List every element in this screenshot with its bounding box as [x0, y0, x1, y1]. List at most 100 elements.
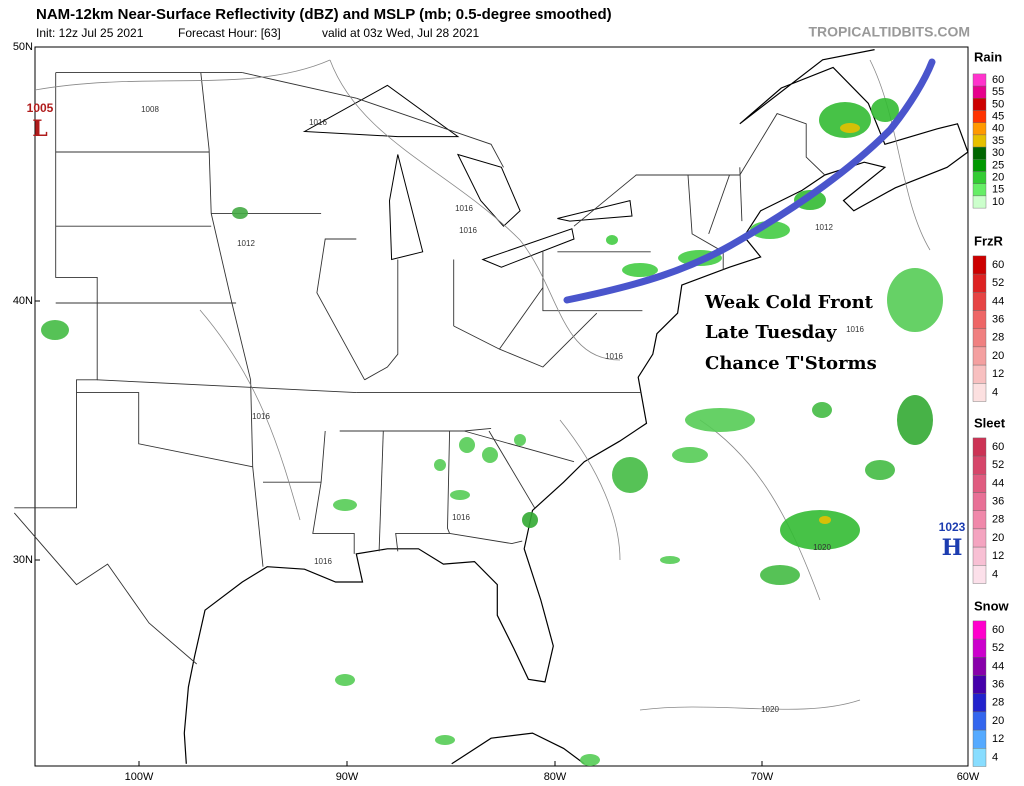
legend-swatch — [972, 346, 987, 366]
precip-area — [333, 499, 357, 511]
site-credit: TROPICALTIDBITS.COM — [808, 24, 970, 40]
precip-area — [434, 459, 446, 471]
precip-area — [685, 408, 755, 432]
legend-value: 36 — [992, 679, 1004, 691]
state-border — [364, 259, 399, 381]
precip-area — [672, 447, 708, 463]
precip-area — [580, 754, 600, 766]
isobar-label: 1016 — [252, 412, 270, 421]
legend-value: 36 — [992, 314, 1004, 326]
legend-swatch — [972, 620, 987, 640]
lat-label: 30N — [13, 554, 33, 566]
isobar — [329, 59, 621, 361]
isobar-label: 1020 — [761, 705, 779, 714]
legend-value: 60 — [992, 74, 1004, 86]
low-marker: L — [32, 116, 47, 142]
legend-value: 44 — [992, 295, 1004, 307]
precip-area — [887, 268, 943, 332]
legend-value: 12 — [992, 368, 1004, 380]
coastline — [739, 49, 969, 212]
precip-area — [41, 320, 69, 340]
state-border — [488, 430, 535, 509]
isobar-label: 1008 — [141, 105, 159, 114]
legend-swatch — [972, 492, 987, 511]
legend-swatch — [972, 364, 987, 384]
precip-area — [606, 235, 618, 245]
precip-area — [622, 263, 658, 277]
isobar — [639, 699, 861, 711]
legend-swatch — [972, 565, 987, 584]
legend-swatch — [972, 546, 987, 566]
state-border — [739, 167, 743, 222]
init-time: Init: 12z Jul 25 2021 — [36, 26, 144, 40]
legend-value: 4 — [992, 386, 998, 398]
legend-value: 28 — [992, 697, 1004, 709]
legend-value: 36 — [992, 496, 1004, 508]
legend-value: 52 — [992, 642, 1004, 654]
state-border — [463, 430, 575, 463]
isobar — [199, 309, 301, 521]
legend-swatch — [972, 85, 987, 99]
legend-value: 60 — [992, 624, 1004, 636]
legend-swatch — [972, 98, 987, 111]
legend-swatch — [972, 122, 987, 136]
legend-value: 55 — [992, 86, 1004, 98]
lon-label: 70W — [751, 771, 774, 783]
state-border — [97, 379, 357, 394]
isobar — [869, 59, 931, 251]
legend-swatch — [972, 748, 987, 767]
legend-swatch — [972, 510, 987, 530]
state-border — [687, 174, 724, 270]
precip-area — [522, 512, 538, 528]
precip-area — [612, 457, 648, 493]
legend-swatch — [972, 195, 987, 209]
legend-swatch — [972, 171, 987, 184]
state-border — [312, 430, 355, 554]
legend-value: 60 — [992, 259, 1004, 271]
legend-title: FrzR — [974, 233, 1004, 248]
isobar-label: 1016 — [459, 226, 477, 235]
legend-value: 52 — [992, 277, 1004, 289]
precip-area — [459, 437, 475, 453]
state-border — [708, 174, 730, 235]
high-pressure-value: 1023 — [939, 520, 966, 534]
precip-area — [812, 402, 832, 418]
lake — [481, 228, 575, 268]
lon-label: 60W — [957, 771, 980, 783]
legend-title: Sleet — [974, 415, 1006, 430]
legend-swatch — [972, 310, 987, 329]
legend-value: 20 — [992, 532, 1004, 544]
state-border — [449, 532, 523, 545]
state-border — [13, 512, 197, 665]
state-border — [76, 392, 253, 468]
isobar — [699, 419, 821, 601]
lon-label: 90W — [336, 771, 359, 783]
annotation: Late Tuesday — [705, 322, 837, 343]
isobar-label: 1016 — [605, 352, 623, 361]
state-border — [499, 287, 544, 350]
legend-title: Snow — [974, 598, 1010, 613]
legend-swatch — [972, 729, 987, 749]
isobar-label: 1016 — [846, 325, 864, 334]
lake — [388, 154, 424, 261]
isobar-label: 1016 — [455, 204, 473, 213]
legend-swatch — [972, 73, 987, 87]
legend-value: 28 — [992, 514, 1004, 526]
labels: 50N 40N 30N 100W 90W 80W 70W 60W 1008 1016 1012 101… — [13, 41, 980, 783]
lake — [456, 153, 521, 227]
precip-area — [865, 460, 895, 480]
precip-area — [871, 98, 899, 122]
legend-swatch — [972, 146, 987, 160]
geography — [13, 49, 969, 765]
isobar-label: 1012 — [815, 223, 833, 232]
legend-value: 4 — [992, 568, 998, 580]
legend-swatch — [972, 110, 987, 123]
legend-value: 45 — [992, 111, 1004, 123]
lake — [557, 199, 633, 222]
legend-swatch — [972, 711, 987, 731]
lat-label: 40N — [13, 295, 33, 307]
isobar-label: 1012 — [237, 239, 255, 248]
legend-swatch — [972, 183, 987, 197]
precip-area — [335, 674, 355, 686]
